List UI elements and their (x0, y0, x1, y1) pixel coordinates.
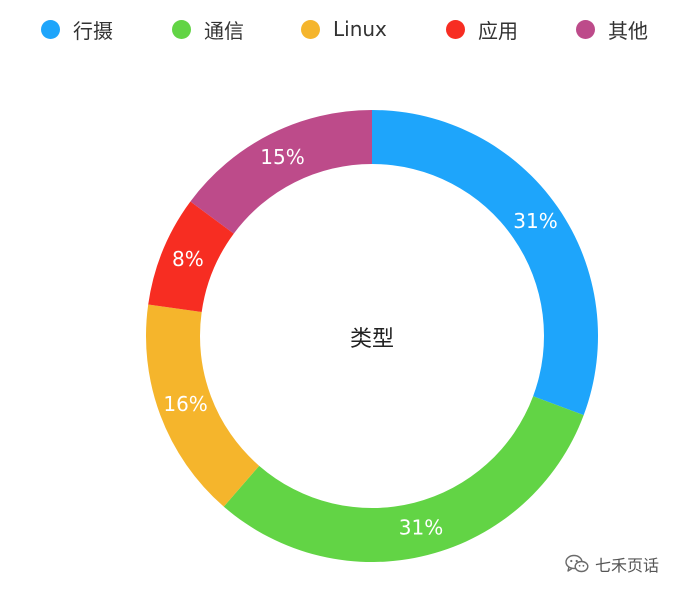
watermark-text: 七禾页话 (595, 556, 660, 575)
donut-slice-2[interactable] (146, 304, 260, 507)
donut-slice-3[interactable] (148, 201, 234, 313)
legend-item-3[interactable]: 应用 (446, 12, 518, 46)
slice-value-label-1: 31% (399, 515, 443, 539)
legend-item-1[interactable]: 通信 (172, 12, 244, 46)
chart-legend: 行摄 通信 Linux 应用 其他 (0, 12, 694, 46)
legend-item-0[interactable]: 行摄 (41, 12, 113, 46)
legend-swatch-1 (172, 19, 191, 39)
donut-center-label: 类型 (350, 327, 394, 352)
legend-item-2[interactable]: Linux (301, 12, 387, 46)
slice-value-label-0: 31% (513, 209, 557, 233)
legend-label-0: 行摄 (73, 18, 113, 43)
donut-slice-1[interactable] (223, 396, 584, 562)
legend-label-3: 应用 (478, 18, 518, 43)
legend-label-4: 其他 (608, 18, 648, 43)
donut-slices (146, 110, 598, 562)
donut-slice-4[interactable] (190, 110, 372, 234)
slice-value-label-4: 15% (260, 145, 304, 169)
legend-swatch-3 (446, 19, 465, 39)
slice-value-labels: 31% 31% 16% 8% 15% (163, 145, 557, 540)
legend-swatch-4 (576, 19, 595, 39)
watermark: 七禾页话 (565, 552, 659, 576)
legend-label-2: Linux (333, 17, 387, 41)
slice-value-label-3: 8% (172, 247, 204, 271)
legend-item-4[interactable]: 其他 (576, 12, 648, 46)
legend-label-1: 通信 (204, 18, 244, 43)
donut-slice-0[interactable] (372, 110, 598, 416)
wechat-icon (565, 554, 589, 573)
slice-value-label-2: 16% (163, 392, 207, 416)
legend-swatch-2 (301, 19, 320, 39)
legend-swatch-0 (41, 19, 60, 39)
